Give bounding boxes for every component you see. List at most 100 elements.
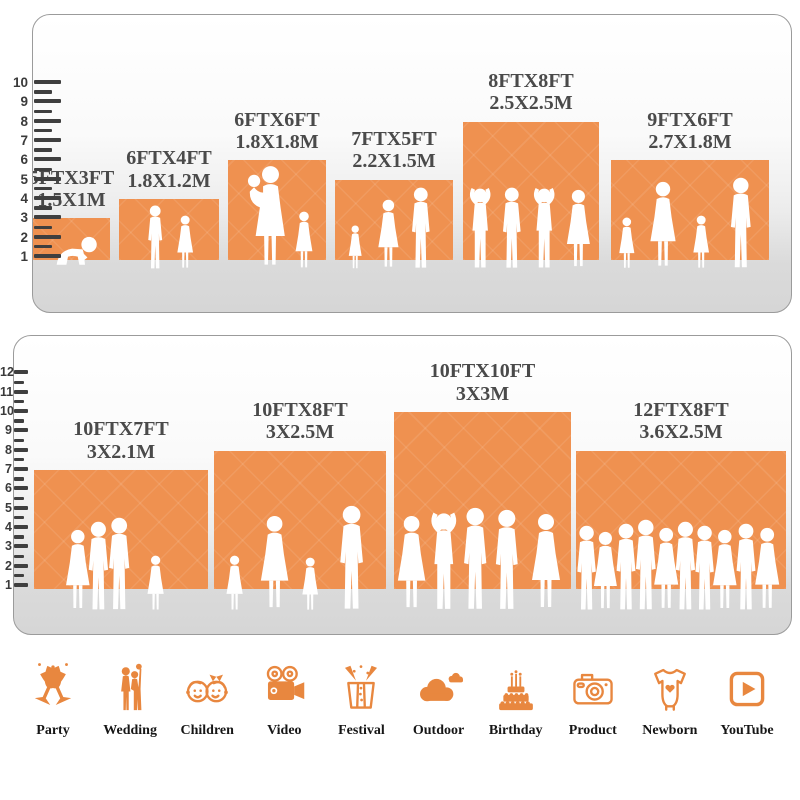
person-silhouette-man: [412, 187, 430, 268]
backdrop-size-ft: 9FTX6FT: [647, 108, 733, 131]
backdrop-size-label: 8FTX8FT 2.5X2.5M: [488, 70, 574, 115]
category-row: Party Wedding Children Video Festival Outdoor…: [0, 662, 800, 739]
ruler-tick-minor: [14, 496, 24, 500]
backdrop-size-ft: 5FTX3FT: [32, 166, 115, 189]
ruler-tick-minor: [34, 167, 52, 171]
ruler-tick-minor: [14, 477, 24, 481]
backdrop-size-ft: 12FTX8FT: [633, 398, 729, 421]
ruler-tick-major: [14, 467, 28, 472]
ruler-tick-minor: [34, 225, 52, 229]
ruler-tick-label: 4: [20, 191, 28, 206]
category-label: Newborn: [642, 723, 698, 738]
person-silhouette-man: [577, 525, 596, 610]
backdrop-size-label: 9FTX6FT 2.7X1.8M: [647, 109, 733, 154]
wedding-couple-icon: [103, 662, 157, 716]
ruler-tick-major: [34, 196, 61, 200]
product-camera-icon: [566, 662, 620, 716]
backdrop-size-label: 12FTX8FT 3.6X2.5M: [633, 399, 729, 444]
backdrop-size-m: 2.7X1.8M: [648, 130, 732, 153]
ruler-tick-label: 7: [20, 133, 28, 149]
ruler-tick-major: [34, 138, 61, 143]
ruler-tick-label: 5: [5, 500, 12, 515]
ruler-tick-label: 12: [0, 365, 14, 380]
person-silhouette-woman: [755, 527, 780, 608]
ruler-tick-label: 9: [5, 423, 12, 438]
ruler-tick-label: 3: [20, 210, 28, 226]
ruler-tick-minor: [14, 515, 24, 520]
large-panel-card: 10FTX7FT 3X2.1M 10FTX8FT 3X2.5M 10FTX10FT 3X3…: [13, 335, 792, 635]
person-silhouette-baby: [56, 236, 97, 265]
ruler-tick-label: 4: [5, 520, 12, 534]
ruler-tick-major: [14, 428, 28, 433]
person-silhouette-man: [616, 523, 636, 610]
person-silhouette-girl: [693, 215, 709, 268]
video-camera-icon: [257, 662, 311, 716]
backdrop-size-m: 1.8X1.2M: [127, 169, 211, 192]
ruler-tick-label: 10: [0, 404, 14, 419]
backdrop-size-ft: 10FTX7FT: [73, 418, 169, 441]
ruler-tick-major: [14, 409, 28, 414]
ruler-tick-major: [14, 505, 28, 510]
ruler-tick-minor: [14, 419, 24, 423]
ruler-tick-major: [14, 583, 28, 587]
ruler-tick-minor: [34, 148, 52, 152]
category-birthday: Birthday: [479, 662, 553, 739]
ruler-tick-minor: [34, 128, 52, 133]
person-silhouette-woman: [713, 529, 737, 608]
backdrop-size-label: 5FTX3FT 1.5X1M: [32, 166, 115, 212]
backdrop-size-ft: 6FTX6FT: [234, 108, 320, 131]
backdrop-size-ft: 7FTX5FT: [351, 127, 437, 150]
person-silhouette-woman: [65, 529, 90, 608]
ruler-tick-minor: [14, 399, 24, 404]
ruler-tick-major: [14, 525, 28, 529]
category-product: Product: [556, 662, 630, 739]
category-newborn: Newborn: [633, 662, 707, 739]
category-label: Festival: [338, 723, 385, 738]
ruler-tick-major: [34, 118, 61, 123]
person-silhouette-man: [635, 519, 656, 610]
ruler-tick-major: [14, 563, 28, 568]
ruler-tick-label: 5: [20, 171, 28, 187]
birthday-cake-icon: [489, 662, 543, 716]
category-label: Children: [180, 723, 234, 738]
backdrop-size-ft: 6FTX4FT: [126, 147, 212, 170]
ruler-tick-label: 2: [5, 558, 12, 573]
category-video: Video: [247, 662, 321, 739]
category-outdoor: Outdoor: [402, 662, 476, 739]
newborn-onesie-icon: [643, 662, 697, 716]
backdrop-size-label: 7FTX5FT 2.2X1.5M: [351, 128, 437, 173]
person-silhouette-girl: [147, 555, 164, 610]
backdrop-size-m: 3X2.5M: [265, 421, 335, 444]
category-children: Children: [170, 662, 244, 739]
person-silhouette-boy: [148, 205, 162, 269]
backdrop-size-m: 2.2X1.5M: [352, 150, 436, 173]
youtube-play-icon: [720, 662, 774, 716]
backdrop-size-m: 1.8X1.8M: [235, 130, 319, 153]
ruler-tick-major: [14, 389, 28, 394]
children-faces-icon: [180, 662, 234, 716]
category-label: Product: [568, 723, 617, 738]
person-silhouette-woman-baby: [247, 166, 285, 265]
ruler-tick-major: [34, 234, 61, 239]
small-medium-panel-card: 5FTX3FT 1.5X1M 6FTX4FT 1.8X1.2M 6FTX6FT 1.8X1…: [32, 14, 792, 313]
outdoor-cloud-icon: [412, 662, 466, 716]
category-label: Birthday: [488, 723, 543, 738]
backdrop-size-m: 3X3M: [455, 382, 510, 405]
ruler-tick-major: [34, 176, 61, 181]
person-silhouette-man: [88, 521, 109, 610]
person-silhouette-man: [730, 177, 751, 268]
ruler-tick-minor: [34, 109, 52, 114]
ruler-tick-label: 8: [5, 442, 12, 457]
party-glasses-icon: [26, 662, 80, 716]
ruler-tick-minor: [14, 554, 24, 558]
ruler-tick-minor: [14, 380, 24, 385]
ruler-tick-label: 10: [12, 75, 28, 91]
ruler-tick-minor: [34, 186, 52, 191]
person-silhouette-man-armsup: [470, 188, 491, 268]
ruler-tick-major: [14, 544, 28, 549]
ruler-tick-minor: [14, 535, 24, 539]
person-silhouette-woman: [378, 199, 399, 267]
person-silhouette-man: [109, 517, 130, 610]
person-silhouette-woman: [650, 181, 676, 266]
